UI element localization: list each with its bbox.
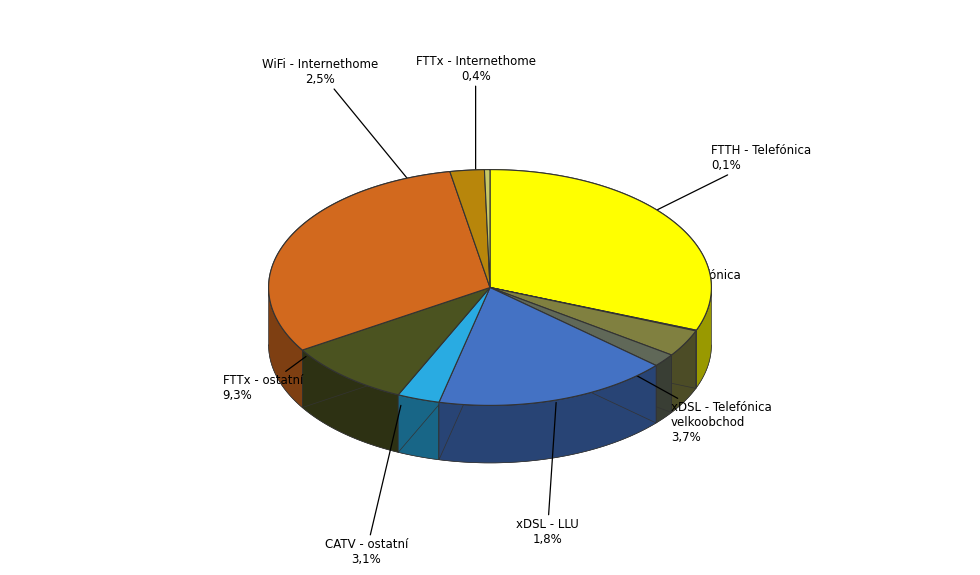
Polygon shape	[303, 288, 490, 395]
Polygon shape	[490, 288, 696, 355]
Polygon shape	[490, 288, 671, 366]
Polygon shape	[439, 288, 490, 459]
Text: WiFi - ostatní
31,0%: WiFi - ostatní 31,0%	[280, 259, 357, 287]
Polygon shape	[490, 170, 711, 330]
Polygon shape	[439, 366, 656, 463]
Polygon shape	[490, 288, 697, 331]
Polygon shape	[450, 170, 490, 288]
Polygon shape	[484, 170, 490, 288]
Text: xDSL - LLU
1,8%: xDSL - LLU 1,8%	[516, 402, 579, 546]
Polygon shape	[490, 288, 696, 388]
Polygon shape	[490, 288, 671, 412]
Polygon shape	[490, 288, 697, 331]
Polygon shape	[303, 288, 490, 395]
Text: FTTH - Telefónica
0,1%: FTTH - Telefónica 0,1%	[611, 144, 811, 233]
Polygon shape	[398, 288, 490, 453]
Text: WiFi - Internethome
2,5%: WiFi - Internethome 2,5%	[263, 58, 410, 181]
Polygon shape	[490, 170, 711, 330]
Polygon shape	[398, 288, 490, 453]
Polygon shape	[303, 350, 398, 453]
Polygon shape	[490, 288, 656, 423]
Polygon shape	[490, 288, 656, 423]
Polygon shape	[671, 331, 696, 412]
Polygon shape	[439, 288, 656, 405]
Polygon shape	[439, 288, 656, 405]
Text: CATV - UPC
17,2%: CATV - UPC 17,2%	[457, 305, 523, 333]
Polygon shape	[398, 288, 490, 402]
Text: CATV - ostatní
3,1%: CATV - ostatní 3,1%	[324, 405, 408, 566]
Polygon shape	[697, 288, 711, 388]
Polygon shape	[450, 170, 490, 288]
Polygon shape	[303, 288, 490, 408]
Polygon shape	[656, 355, 671, 423]
Polygon shape	[490, 288, 671, 412]
Polygon shape	[269, 171, 490, 350]
Text: xDSL - Telefónica
maloobchod
30,9%: xDSL - Telefónica maloobchod 30,9%	[640, 269, 740, 312]
Polygon shape	[398, 395, 439, 459]
Polygon shape	[269, 171, 490, 350]
Polygon shape	[490, 288, 697, 388]
Text: FTTx - ostatní
9,3%: FTTx - ostatní 9,3%	[222, 356, 306, 402]
Polygon shape	[490, 288, 697, 388]
Polygon shape	[490, 288, 696, 388]
Text: FTTx - Internethome
0,4%: FTTx - Internethome 0,4%	[416, 55, 536, 175]
Polygon shape	[439, 288, 490, 459]
Polygon shape	[490, 288, 671, 366]
Polygon shape	[303, 288, 490, 408]
Polygon shape	[490, 288, 696, 355]
Text: xDSL - Telefónica
velkoobchod
3,7%: xDSL - Telefónica velkoobchod 3,7%	[602, 356, 772, 444]
Polygon shape	[269, 288, 303, 408]
Polygon shape	[484, 170, 490, 288]
Polygon shape	[398, 288, 490, 402]
